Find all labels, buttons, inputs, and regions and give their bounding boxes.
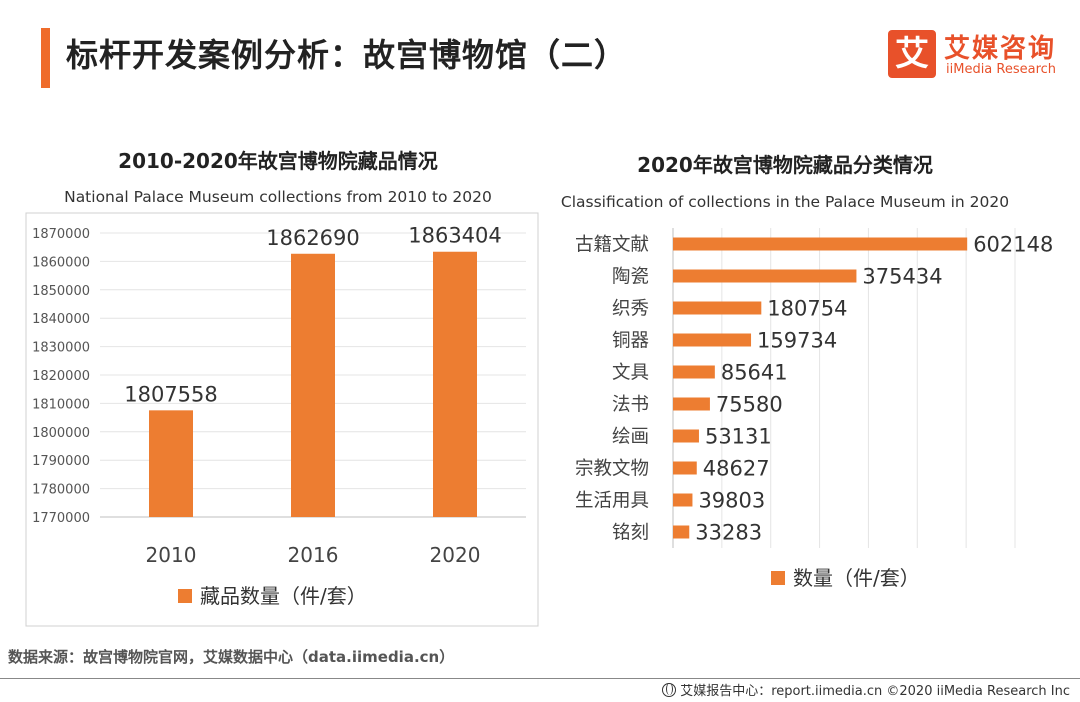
data-label: 75580	[716, 393, 783, 417]
data-label: 375434	[862, 265, 942, 289]
y-tick-label: 1820000	[32, 369, 90, 384]
bar	[673, 525, 690, 539]
category-label: 宗教文物	[575, 459, 649, 480]
y-tick-label: 1860000	[32, 255, 90, 270]
globe-icon	[662, 683, 677, 697]
chart-frame	[25, 212, 539, 627]
data-label: 1863404	[408, 224, 502, 248]
y-tick-label: 1830000	[32, 341, 90, 356]
logo-cn-text: 艾媒咨询	[944, 34, 1057, 64]
chart-subtitle: National Palace Museum collections from …	[64, 188, 492, 206]
category-label: 织秀	[612, 299, 649, 320]
bar	[673, 333, 752, 347]
y-tick-label: 1870000	[32, 227, 90, 242]
y-tick-label: 1810000	[32, 397, 90, 412]
category-label: 法书	[612, 395, 649, 416]
chart-subtitle: Classification of collections in the Pal…	[561, 193, 1009, 211]
bar	[673, 365, 715, 379]
bar	[673, 429, 699, 443]
legend-label: 藏品数量（件/套）	[200, 584, 367, 608]
category-label: 陶瓷	[612, 267, 649, 288]
bar	[673, 237, 968, 251]
title-accent-bar	[41, 28, 50, 88]
y-tick-label: 1790000	[32, 454, 90, 469]
category-label: 铭刻	[612, 523, 649, 544]
bar	[149, 410, 193, 517]
y-tick-label: 1780000	[32, 483, 90, 498]
copyright-text: 艾媒报告中心：report.iimedia.cn ©2020 iiMedia R…	[680, 684, 1070, 699]
chart-title: 2020年故宫博物院藏品分类情况	[637, 153, 933, 177]
bar	[291, 253, 335, 517]
copyright: 艾媒报告中心：report.iimedia.cn ©2020 iiMedia R…	[662, 680, 1070, 699]
bar	[673, 397, 710, 411]
x-tick-label: 2020	[430, 543, 481, 567]
bar	[673, 493, 693, 507]
legend-label: 数量（件/套）	[793, 566, 920, 590]
bar	[673, 461, 697, 475]
data-label: 48627	[703, 457, 770, 481]
data-label: 180754	[767, 297, 847, 321]
chart-title: 2010-2020年故宫博物院藏品情况	[118, 149, 438, 173]
category-label: 生活用具	[575, 491, 649, 512]
data-label: 159734	[757, 329, 837, 353]
x-tick-label: 2010	[146, 543, 197, 567]
legend-swatch	[771, 571, 785, 585]
data-label: 85641	[721, 361, 788, 385]
iimedia-logo: 艾 艾媒咨询 iiMedia Research	[888, 30, 1068, 82]
category-label: 文具	[612, 363, 649, 384]
x-tick-label: 2016	[288, 543, 339, 567]
data-label: 1862690	[266, 226, 360, 250]
data-source: 数据来源：故宫博物院官网，艾媒数据中心（data.iimedia.cn）	[8, 648, 455, 666]
logo-mark: 艾	[888, 30, 936, 78]
bar	[673, 301, 762, 315]
category-label: 绘画	[612, 427, 649, 448]
data-label: 53131	[705, 425, 772, 449]
bar	[673, 269, 857, 283]
collections-trend-chart: 2010-2020年故宫博物院藏品情况 National Palace Museu…	[25, 149, 539, 627]
data-label: 1807558	[124, 382, 218, 406]
y-tick-label: 1840000	[32, 312, 90, 327]
y-tick-label: 1770000	[32, 511, 90, 526]
y-tick-label: 1850000	[32, 284, 90, 299]
logo-en-text: iiMedia Research	[946, 62, 1057, 77]
collections-classification-chart: 2020年故宫博物院藏品分类情况 Classification of collec…	[561, 153, 1053, 590]
category-label: 古籍文献	[575, 235, 649, 256]
y-tick-label: 1800000	[32, 426, 90, 441]
data-label: 602148	[973, 233, 1053, 257]
page-title: 标杆开发案例分析：故宫博物馆（二）	[66, 36, 628, 74]
data-label: 33283	[695, 521, 762, 545]
bar	[433, 251, 477, 517]
data-label: 39803	[698, 489, 765, 513]
footer-divider	[0, 678, 1080, 679]
category-label: 铜器	[612, 331, 649, 352]
legend-swatch	[178, 589, 192, 603]
